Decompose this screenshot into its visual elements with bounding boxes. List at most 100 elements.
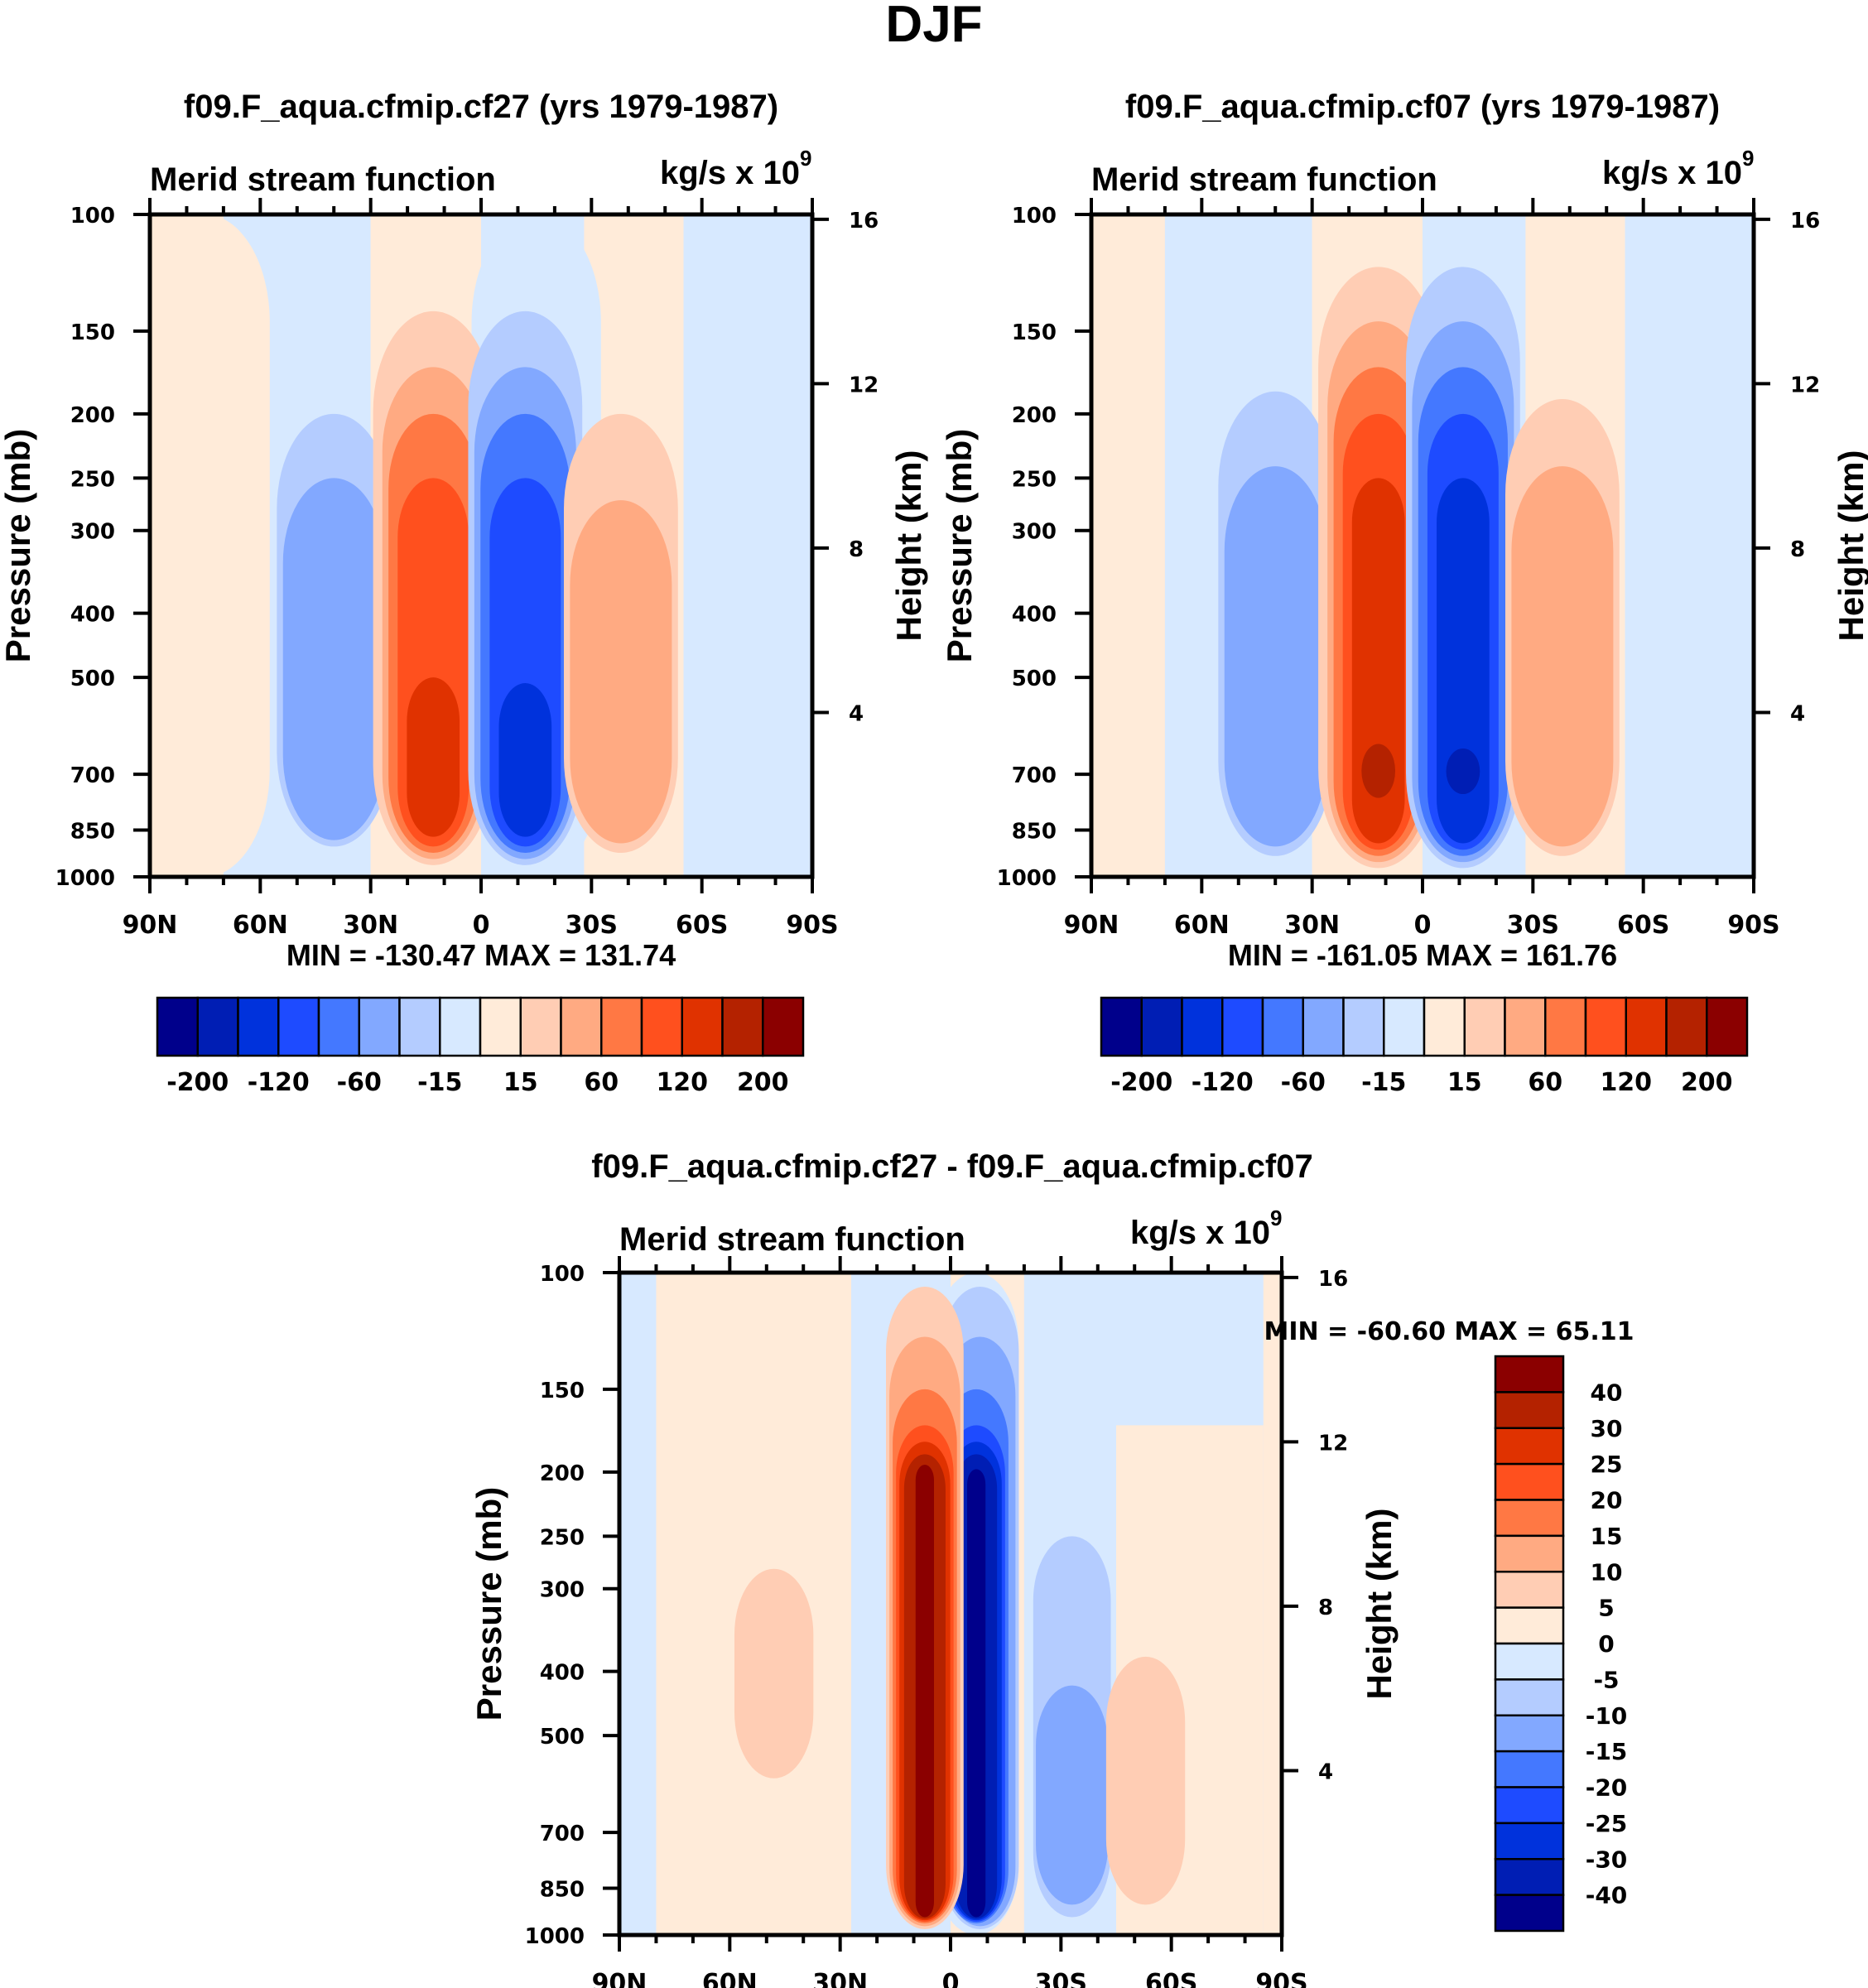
x-tick-label: 90S (1255, 1969, 1307, 1988)
contour-fill (619, 1273, 1282, 1935)
colorbar-cell (1494, 1786, 1565, 1825)
stats-label: MIN = -130.47 MAX = 131.74 (286, 938, 676, 972)
x-tick-label: 60N (233, 911, 288, 940)
colorbar-cell (1494, 1427, 1565, 1466)
colorbar-label: -200 (166, 1068, 229, 1097)
units-label: kg/s x 10 (1602, 155, 1742, 191)
colorbar-cell (156, 996, 199, 1057)
y-tick-label: 200 (540, 1461, 585, 1486)
colorbar-cell (1423, 996, 1466, 1057)
colorbar-cell (1494, 1606, 1565, 1645)
y-tick-label: 500 (1012, 667, 1057, 691)
contour-cell (1437, 478, 1490, 844)
contour-cell (1361, 744, 1396, 798)
colorbar-cell (277, 996, 320, 1057)
stats-label: MIN = -60.60 MAX = 65.11 (1264, 1317, 1634, 1346)
panel-title: f09.F_aqua.cfmip.cf27 (yrs 1979-1987) (184, 89, 778, 125)
x-tick-label: 60S (1145, 1969, 1197, 1988)
y-tick-label: 300 (70, 520, 115, 545)
colorbar-cell (721, 996, 764, 1057)
panel-cf27: f09.F_aqua.cfmip.cf27 (yrs 1979-1987) Me… (0, 89, 928, 1097)
colorbar-cell (1383, 996, 1426, 1057)
height-tick-label: 16 (1318, 1267, 1348, 1292)
height-tick-label: 8 (849, 537, 864, 562)
colorbar: -200 -120 -60 -15 15 60 120 200 (1100, 996, 1749, 1097)
x-tick-label: 30S (1507, 911, 1559, 940)
colorbar-cell (1494, 1571, 1565, 1609)
colorbar-label: 15 (1591, 1523, 1623, 1550)
colorbar-label: -20 (1586, 1774, 1628, 1802)
colorbar-cell (1261, 996, 1304, 1057)
colorbar-label: -120 (1192, 1068, 1254, 1097)
y-tick-label: 150 (1012, 320, 1057, 345)
contour-cell (1351, 478, 1405, 844)
panel-diff: f09.F_aqua.cfmip.cf27 - f09.F_aqua.cfmip… (469, 1148, 1634, 1988)
contour-cell (570, 500, 672, 844)
colorbar-label: 60 (1528, 1068, 1562, 1097)
figure-title: DJF (885, 0, 982, 53)
variable-label: Merid stream function (150, 161, 496, 198)
x-tick-label: 60N (1174, 911, 1230, 940)
contour-cell (967, 1469, 986, 1918)
colorbar-label: 10 (1591, 1558, 1623, 1586)
contour-cell (915, 1465, 934, 1918)
y-tick-label: 150 (540, 1379, 585, 1403)
y-tick-label: 200 (70, 403, 115, 428)
x-tick-label: 90S (786, 911, 838, 940)
y-tick-label: 300 (540, 1578, 585, 1603)
height-tick-label: 8 (1790, 537, 1805, 562)
contour-fill (150, 214, 812, 877)
colorbar-cell (640, 996, 683, 1057)
panel-title: f09.F_aqua.cfmip.cf07 (yrs 1979-1987) (1125, 89, 1720, 125)
plot-area: 90N 60N 30N 0 30S 60S 90S 100 150 200 250 300 400 500… (997, 198, 1820, 940)
units-label: kg/s x 10 (1130, 1215, 1270, 1251)
colorbar-cell (1342, 996, 1385, 1057)
y-tick-label: 400 (540, 1661, 585, 1686)
x-tick-label: 0 (942, 1969, 960, 1988)
y-tick-label: 850 (540, 1878, 585, 1903)
height-tick-label: 8 (1318, 1596, 1333, 1620)
y-tick-label: 100 (1012, 204, 1057, 229)
x-tick-label: 60S (676, 911, 728, 940)
colorbar-label: 15 (1447, 1068, 1482, 1097)
x-tick-label: 90N (123, 911, 178, 940)
colorbar-cell (1221, 996, 1264, 1057)
contour-cell (282, 478, 385, 840)
x-tick-label: 0 (473, 911, 490, 940)
y-tick-label: 500 (70, 667, 115, 691)
colorbar-label: -15 (1586, 1738, 1628, 1765)
colorbar-label: 200 (1681, 1068, 1733, 1097)
colorbar-cell (1494, 1391, 1565, 1429)
x-tick-label: 60N (702, 1969, 758, 1988)
panel-cf07: f09.F_aqua.cfmip.cf07 (yrs 1979-1987) Me… (940, 89, 1868, 1097)
colorbar-label: -5 (1593, 1666, 1619, 1693)
plot-area: 90N 60N 30N 0 30S 60S 90S 100 150 200 250 300 400 500… (525, 1256, 1348, 1988)
y-axis-label: Pressure (mb) (469, 1487, 508, 1721)
y-tick-label: 400 (1012, 603, 1057, 628)
plot-area: 90N 60N 30N 0 30S 60S 90S 100 150 200 250 300 400 500… (55, 198, 879, 940)
y-tick-label: 1000 (55, 866, 115, 891)
contour-cell (407, 677, 460, 837)
variable-label: Merid stream function (619, 1221, 965, 1258)
colorbar-cell (1625, 996, 1668, 1057)
colorbar-cell (1463, 996, 1506, 1057)
units-exponent: 9 (1270, 1206, 1282, 1230)
y-tick-label: 250 (70, 467, 115, 492)
y-tick-label: 700 (1012, 763, 1057, 788)
colorbar-cell (1494, 1462, 1565, 1501)
colorbar-label: 40 (1591, 1379, 1623, 1406)
colorbar-label: -60 (337, 1068, 382, 1097)
colorbar-label: 30 (1591, 1415, 1623, 1442)
x-tick-label: 90N (592, 1969, 648, 1988)
colorbar-label: -10 (1586, 1702, 1628, 1730)
colorbar-cell (1494, 1355, 1565, 1394)
colorbar-cell (358, 996, 401, 1057)
contour-cell (1224, 466, 1326, 847)
contour-cell (734, 1568, 814, 1779)
colorbar-cell (398, 996, 441, 1057)
colorbar-label: -15 (1361, 1068, 1406, 1097)
colorbar-cell (600, 996, 643, 1057)
y-tick-label: 850 (70, 820, 115, 845)
contour-cell (1036, 1685, 1109, 1905)
colorbar-cell (1140, 996, 1183, 1057)
